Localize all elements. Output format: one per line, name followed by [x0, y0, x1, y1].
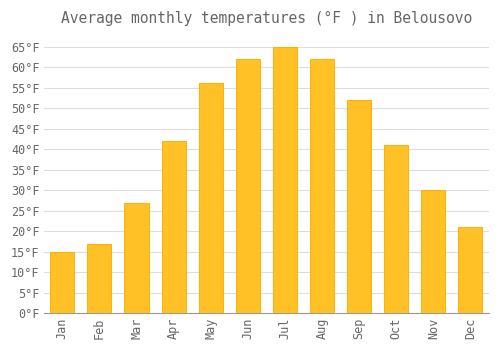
Bar	[310, 59, 334, 313]
Bar	[458, 227, 482, 313]
Bar	[421, 190, 446, 313]
Bar	[198, 84, 222, 313]
Bar	[347, 100, 371, 313]
Bar	[88, 244, 112, 313]
Bar	[162, 141, 186, 313]
Bar	[50, 252, 74, 313]
Title: Average monthly temperatures (°F ) in Belousovo: Average monthly temperatures (°F ) in Be…	[60, 11, 472, 26]
Bar	[236, 59, 260, 313]
Bar	[273, 47, 297, 313]
Bar	[124, 203, 148, 313]
Bar	[384, 145, 408, 313]
